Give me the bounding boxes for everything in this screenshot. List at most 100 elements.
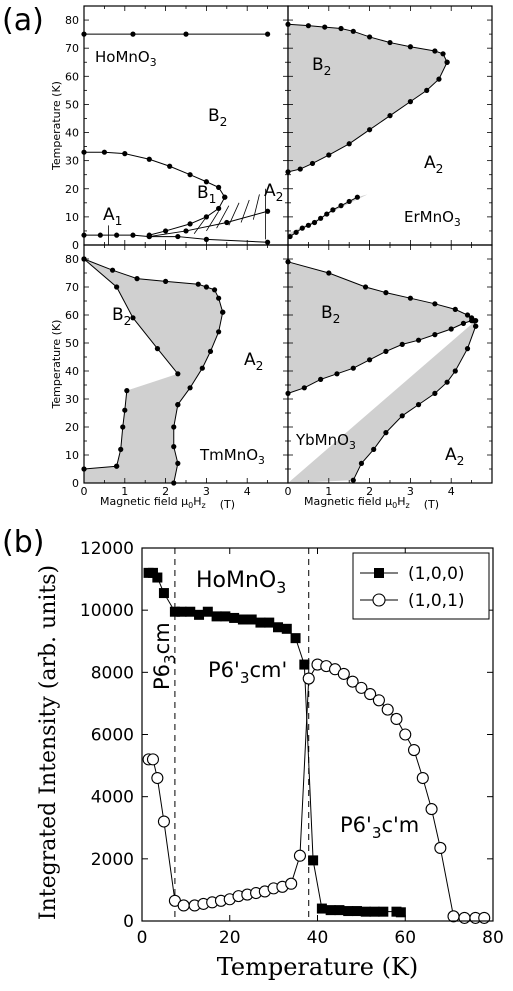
data-point	[367, 127, 373, 133]
data-point-circle	[177, 899, 190, 912]
data-point	[187, 385, 193, 391]
y-tick-label: 60	[65, 309, 79, 322]
data-point	[305, 23, 311, 29]
data-point-square	[229, 612, 240, 623]
data-point	[367, 357, 373, 363]
phase-label-p63cm: P63cm	[150, 622, 179, 690]
data-point	[464, 312, 471, 318]
data-point-circle	[146, 753, 160, 766]
data-point-square	[152, 572, 163, 583]
data-point	[183, 31, 189, 37]
y-tick-label: 12000	[80, 539, 134, 559]
data-point	[187, 221, 193, 227]
data-point	[326, 152, 332, 158]
data-point	[387, 113, 393, 119]
compound-label: HoMnO3	[95, 48, 157, 69]
data-point	[432, 390, 438, 396]
y-tick-label: 10	[65, 449, 79, 462]
data-point-circle	[434, 841, 447, 855]
data-point-circle	[407, 743, 421, 757]
y-tick-label: 4000	[91, 788, 134, 808]
y-tick-label: 30	[65, 393, 79, 406]
data-point	[167, 163, 173, 169]
data-point	[399, 341, 405, 347]
data-point-circle	[302, 672, 315, 685]
phase-label-b2: B2	[312, 55, 331, 78]
data-point	[199, 365, 205, 371]
data-point	[171, 444, 177, 450]
data-point	[330, 207, 336, 213]
data-point	[114, 284, 120, 290]
data-point	[118, 446, 124, 452]
data-point-square	[194, 609, 205, 620]
x-tick-label: 2	[162, 485, 169, 498]
x-tick-label: 40	[307, 928, 329, 948]
data-point	[114, 463, 120, 469]
data-point	[211, 287, 218, 293]
data-point	[224, 219, 230, 226]
y-axis-label: Temperature (K)	[50, 81, 63, 171]
data-point	[203, 214, 209, 220]
data-point	[97, 232, 103, 238]
data-point	[134, 276, 140, 282]
y-tick-label: 80	[65, 14, 79, 27]
data-point	[146, 156, 152, 162]
phase-boundary	[177, 312, 224, 405]
data-point	[473, 318, 479, 324]
data-point	[265, 208, 271, 214]
subplot-tmmno3: 0 10 20 30 40 50 60 70 80 Temperature (K) 0 1 2 3 4 Mag…	[50, 244, 289, 511]
data-point	[407, 295, 413, 301]
y-tick-label: 70	[65, 42, 79, 55]
data-point	[203, 236, 209, 242]
data-point	[346, 198, 352, 205]
y-tick-label: 10	[65, 211, 79, 224]
data-point	[122, 407, 128, 413]
data-point-circle	[381, 703, 394, 716]
data-point-square	[264, 617, 275, 628]
legend-marker-square	[374, 568, 384, 578]
x-tick-label: 0	[137, 928, 148, 948]
data-point-square	[185, 606, 196, 617]
legend-box	[352, 552, 490, 620]
phase-label-b2: B2	[321, 303, 340, 326]
data-point	[350, 477, 356, 483]
data-point-circle	[157, 815, 170, 828]
hatch-line	[252, 194, 260, 220]
data-point	[163, 228, 169, 234]
hatch-line	[193, 216, 207, 234]
data-point	[216, 295, 222, 301]
y-tick-label: 20	[65, 421, 79, 434]
data-point	[440, 51, 446, 57]
data-point	[203, 284, 209, 290]
data-point-square	[325, 905, 336, 916]
data-point-square	[351, 906, 362, 917]
data-point	[195, 281, 201, 287]
b2-region	[288, 320, 476, 483]
data-point	[130, 232, 136, 238]
data-point	[175, 233, 181, 240]
data-point	[444, 59, 450, 65]
data-point	[334, 371, 340, 377]
x-tick-label: 4	[244, 485, 251, 498]
subplot-homno3: 0 10 20 30 40 50 60 70 80 Temperature (K) B2 B1 A1 A2…	[50, 5, 289, 252]
data-point	[207, 348, 214, 354]
data-point	[415, 337, 422, 343]
data-point	[473, 323, 479, 329]
data-point	[432, 48, 438, 54]
data-point	[358, 460, 365, 466]
data-point	[216, 184, 222, 190]
data-point	[424, 87, 430, 93]
data-point	[216, 329, 222, 335]
phase-label-a1: A1	[103, 205, 122, 228]
y-tick-label: 40	[65, 365, 79, 378]
data-point-circle	[478, 911, 491, 924]
y-tick-label: 8000	[91, 663, 134, 683]
data-point	[318, 215, 324, 221]
data-point	[452, 368, 458, 374]
x-tick-label: 0	[81, 485, 88, 498]
phase-label-b2: B2	[208, 106, 227, 129]
data-point	[171, 424, 177, 430]
data-point-square	[273, 622, 284, 633]
data-point-square	[211, 611, 222, 622]
